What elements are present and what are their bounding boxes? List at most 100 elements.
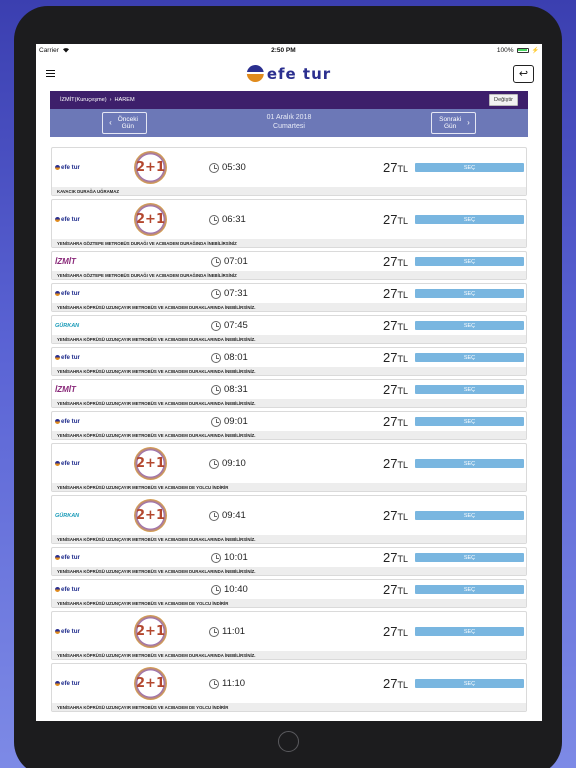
select-trip-button[interactable]: SEÇ — [415, 417, 524, 426]
trip-note: YENİSAHRA KÖPRÜSÜ UZUNÇAYIR METROBÜS VE … — [52, 399, 526, 407]
select-trip-button[interactable]: SEÇ — [415, 553, 524, 562]
select-trip-button[interactable]: SEÇ — [415, 679, 524, 688]
clock-icon — [209, 162, 219, 173]
trip-card[interactable]: GÜRKAN 07:45 27TL SEÇ YENİSAHRA KÖPRÜSÜ UZUN… — [51, 315, 527, 344]
departure-time-text: 06:31 — [222, 214, 246, 225]
price-currency: TL — [397, 512, 408, 522]
price-value: 27 — [383, 456, 398, 471]
ticket-price: 27TL — [383, 456, 408, 471]
previous-day-button[interactable]: ‹ Önceki Gün — [102, 112, 147, 134]
status-bar: Carrier 2:50 PM 100% ⚡ — [36, 44, 542, 56]
trip-summary: GÜRKAN 2+1 09:41 27TL SEÇ — [52, 496, 526, 535]
trip-card[interactable]: GÜRKAN 2+1 09:41 27TL SEÇ YENİSAHRA KÖPRÜSÜ U… — [51, 495, 527, 544]
price-value: 27 — [383, 382, 398, 397]
company-logo-mark-icon — [55, 681, 60, 686]
trip-card[interactable]: efe tur 09:01 27TL SEÇ YENİSAHRA KÖPRÜSÜ UZU… — [51, 411, 527, 440]
company-logo-mark-icon — [55, 629, 60, 634]
price-value: 27 — [383, 582, 398, 597]
select-trip-button[interactable]: SEÇ — [415, 257, 524, 266]
price-currency: TL — [397, 386, 408, 396]
trip-card[interactable]: efe tur 10:40 27TL SEÇ YENİSAHRA KÖPRÜSÜ UZU… — [51, 579, 527, 608]
select-trip-button[interactable]: SEÇ — [415, 353, 524, 362]
trip-card[interactable]: efe tur 08:01 27TL SEÇ YENİSAHRA KÖPRÜSÜ UZU… — [51, 347, 527, 376]
logo-text: efe tur — [266, 64, 332, 83]
company-logo: efe tur — [55, 216, 80, 223]
charging-icon: ⚡ — [531, 47, 539, 54]
trip-summary: efe tur 2+1 05:30 27TL SEÇ — [52, 148, 526, 187]
price-currency: TL — [397, 460, 408, 470]
select-trip-button[interactable]: SEÇ — [415, 585, 524, 594]
price-currency: TL — [397, 290, 408, 300]
clock-icon — [211, 256, 221, 267]
next-day-button[interactable]: Sonraki Gün › — [430, 112, 476, 134]
select-trip-button[interactable]: SEÇ — [415, 459, 524, 468]
departure-time: 07:01 — [211, 256, 248, 267]
trip-card[interactable]: efe tur 07:31 27TL SEÇ YENİSAHRA KÖPRÜSÜ UZU… — [51, 283, 527, 312]
company-name: efe tur — [61, 554, 80, 561]
ticket-price: 27TL — [383, 212, 408, 227]
trip-note: YENİSAHRA KÖPRÜSÜ UZUNÇAYIR METROBÜS VE … — [52, 335, 526, 343]
select-trip-button[interactable]: SEÇ — [415, 511, 524, 520]
price-value: 27 — [383, 160, 398, 175]
price-currency: TL — [397, 586, 408, 596]
trip-card[interactable]: efe tur 2+1 09:10 27TL SEÇ YENİSAHRA KÖPRÜSÜ … — [51, 443, 527, 492]
change-route-button[interactable]: Değiştir — [489, 94, 518, 106]
select-trip-button[interactable]: SEÇ — [415, 163, 524, 172]
home-button[interactable] — [278, 731, 299, 752]
price-currency: TL — [397, 258, 408, 268]
price-currency: TL — [397, 554, 408, 564]
ticket-price: 27TL — [383, 318, 408, 333]
company-name: GÜRKAN — [55, 322, 80, 329]
select-trip-button[interactable]: SEÇ — [415, 385, 524, 394]
seat-layout-badge: 2+1 — [134, 615, 167, 648]
hamburger-menu-icon[interactable] — [46, 69, 55, 78]
select-trip-button[interactable]: SEÇ — [415, 627, 524, 636]
company-logo: efe tur — [55, 586, 80, 593]
clock-icon — [209, 458, 219, 469]
company-name: efe tur — [61, 164, 80, 171]
trip-card[interactable]: efe tur 10:01 27TL SEÇ YENİSAHRA KÖPRÜSÜ UZU… — [51, 547, 527, 576]
price-value: 27 — [383, 212, 398, 227]
select-trip-button[interactable]: SEÇ — [415, 321, 524, 330]
trip-card[interactable]: efe tur 2+1 11:10 27TL SEÇ YENİSAHRA KÖPRÜSÜ … — [51, 663, 527, 712]
trip-note: YENİSAHRA KÖPRÜSÜ UZUNÇAYIR METROBÜS VE … — [52, 431, 526, 439]
select-trip-button[interactable]: SEÇ — [415, 215, 524, 224]
company-name: efe tur — [61, 680, 80, 687]
company-logo-mark-icon — [55, 291, 60, 296]
company-name: GÜRKAN — [55, 512, 80, 519]
trip-list: efe tur 2+1 05:30 27TL SEÇ KAVACIK DURAĞA UĞR… — [36, 137, 542, 712]
departure-time: 10:01 — [211, 552, 248, 563]
route-bar: İZMİT(Kuruçeşme) › HAREM Değiştir — [50, 91, 528, 109]
trip-card[interactable]: İZMİT 07:01 27TL SEÇ YENİSAHRA GÖZTEPE METRO… — [51, 251, 527, 280]
trip-summary: efe tur 10:40 27TL SEÇ — [52, 580, 526, 599]
price-currency: TL — [397, 322, 408, 332]
company-name: efe tur — [61, 216, 80, 223]
departure-time-text: 07:01 — [224, 256, 248, 267]
company-logo-mark-icon — [55, 217, 60, 222]
price-currency: TL — [397, 628, 408, 638]
ticket-price: 27TL — [383, 350, 408, 365]
trip-card[interactable]: efe tur 2+1 05:30 27TL SEÇ KAVACIK DURAĞA UĞR… — [51, 147, 527, 196]
undo-button[interactable]: ↩ — [513, 64, 534, 83]
select-trip-button[interactable]: SEÇ — [415, 289, 524, 298]
route-destination: HAREM — [114, 97, 135, 103]
clock-icon — [211, 384, 221, 395]
company-logo: efe tur — [55, 628, 80, 635]
price-currency: TL — [397, 216, 408, 226]
route-panel: İZMİT(Kuruçeşme) › HAREM Değiştir ‹ Önce… — [50, 91, 528, 137]
seat-layout-badge: 2+1 — [134, 151, 167, 184]
ticket-price: 27TL — [383, 286, 408, 301]
trip-summary: efe tur 2+1 09:10 27TL SEÇ — [52, 444, 526, 483]
company-logo: efe tur — [55, 418, 80, 425]
departure-time-text: 05:30 — [222, 162, 246, 173]
trip-card[interactable]: İZMİT 08:31 27TL SEÇ YENİSAHRA KÖPRÜSÜ UZUNÇ… — [51, 379, 527, 408]
ticket-price: 27TL — [383, 676, 408, 691]
trip-card[interactable]: efe tur 2+1 06:31 27TL SEÇ YENİSAHRA GÖZTEPE … — [51, 199, 527, 248]
company-logo: GÜRKAN — [55, 513, 79, 519]
trip-card[interactable]: efe tur 2+1 11:01 27TL SEÇ YENİSAHRA KÖPRÜSÜ … — [51, 611, 527, 660]
departure-time-text: 08:01 — [224, 352, 248, 363]
price-value: 27 — [383, 350, 398, 365]
departure-time-text: 07:31 — [224, 288, 248, 299]
clock-icon — [211, 288, 221, 299]
price-value: 27 — [383, 318, 398, 333]
